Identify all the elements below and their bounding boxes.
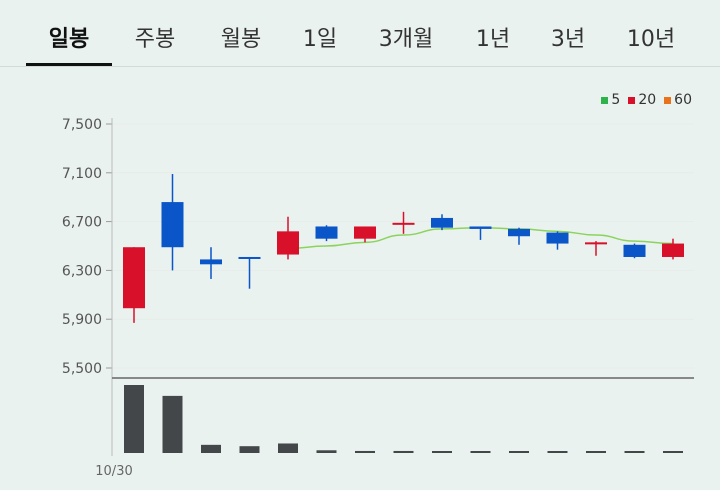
volume-bar <box>470 451 491 453</box>
y-tick-label: 7,100 <box>62 166 102 182</box>
legend-swatch-ma20 <box>628 96 636 104</box>
candle <box>238 256 261 289</box>
tab-3years[interactable]: 3년 <box>550 27 586 52</box>
candle-body <box>354 226 376 239</box>
chart-legend: 5 20 60 <box>601 92 692 108</box>
candlesticks <box>123 174 684 323</box>
volume-bar <box>432 451 452 453</box>
legend-swatch-ma60 <box>664 96 672 104</box>
period-tabs: 일봉 주봉 월봉 1일 3개월 1년 3년 10년 <box>0 0 720 67</box>
candle <box>392 211 415 234</box>
legend-label-ma60: 60 <box>674 92 692 108</box>
candle-body <box>277 231 299 255</box>
candle <box>315 225 338 242</box>
x-label-first: 10/30 <box>95 464 132 479</box>
volume-bar <box>624 451 645 453</box>
tab-monthly[interactable]: 월봉 <box>220 27 262 52</box>
legend-swatch-ma5 <box>601 96 609 104</box>
y-tick-label: 7,500 <box>62 117 102 133</box>
candle <box>508 227 530 245</box>
volume-bar <box>547 451 568 453</box>
candle-body <box>546 232 569 244</box>
candle-body <box>585 242 607 245</box>
candle-body <box>123 247 145 309</box>
volume-bar <box>393 450 414 453</box>
volume-bar <box>355 450 375 453</box>
candle <box>161 174 184 271</box>
y-tick-label: 6,700 <box>62 215 102 231</box>
tab-3months[interactable]: 3개월 <box>378 27 434 52</box>
candle <box>469 226 492 240</box>
candle-body <box>238 256 261 259</box>
candle-body <box>161 202 184 248</box>
active-tab-underline <box>26 63 112 66</box>
candle <box>546 231 569 250</box>
volume-bar <box>239 446 260 453</box>
candle <box>200 247 222 279</box>
candle-body <box>431 217 453 228</box>
legend-item-ma60: 60 <box>664 92 692 108</box>
legend-label-ma5: 5 <box>611 92 621 108</box>
candle-body <box>315 226 338 239</box>
tab-10years[interactable]: 10년 <box>626 27 676 52</box>
tab-weekly[interactable]: 주봉 <box>134 27 176 52</box>
candle <box>431 214 453 231</box>
y-tick-label: 5,900 <box>62 312 102 328</box>
volume-bar <box>201 444 221 453</box>
y-tick-label: 5,500 <box>62 361 102 377</box>
candle-body <box>469 226 492 229</box>
candle-body <box>662 243 684 257</box>
volume-bar <box>663 451 683 453</box>
volume-bar <box>316 450 337 453</box>
candle-body <box>200 259 222 265</box>
volume-bars <box>124 385 683 453</box>
candle-body <box>623 244 646 257</box>
candle <box>662 238 684 260</box>
tab-1day[interactable]: 1일 <box>302 27 338 52</box>
y-axis-ticks: 7,500 7,100 6,700 6,300 5,900 5,500 <box>62 117 694 377</box>
tab-daily[interactable]: 일봉 <box>48 27 90 52</box>
candle-body <box>392 222 415 225</box>
y-tick-label: 6,300 <box>62 263 102 279</box>
volume-bar <box>124 385 144 453</box>
candle <box>354 226 376 243</box>
legend-item-ma20: 20 <box>628 92 656 108</box>
candle <box>585 241 607 256</box>
candle <box>277 216 299 260</box>
candle <box>623 243 646 259</box>
volume-bar <box>509 451 529 453</box>
candle <box>123 247 145 323</box>
volume-bar <box>278 443 298 453</box>
tab-1year[interactable]: 1년 <box>475 27 511 52</box>
candle-body <box>508 228 530 237</box>
volume-bar <box>586 451 606 453</box>
legend-label-ma20: 20 <box>638 92 657 108</box>
legend-item-ma5: 5 <box>601 92 620 108</box>
volume-bar <box>162 395 183 453</box>
